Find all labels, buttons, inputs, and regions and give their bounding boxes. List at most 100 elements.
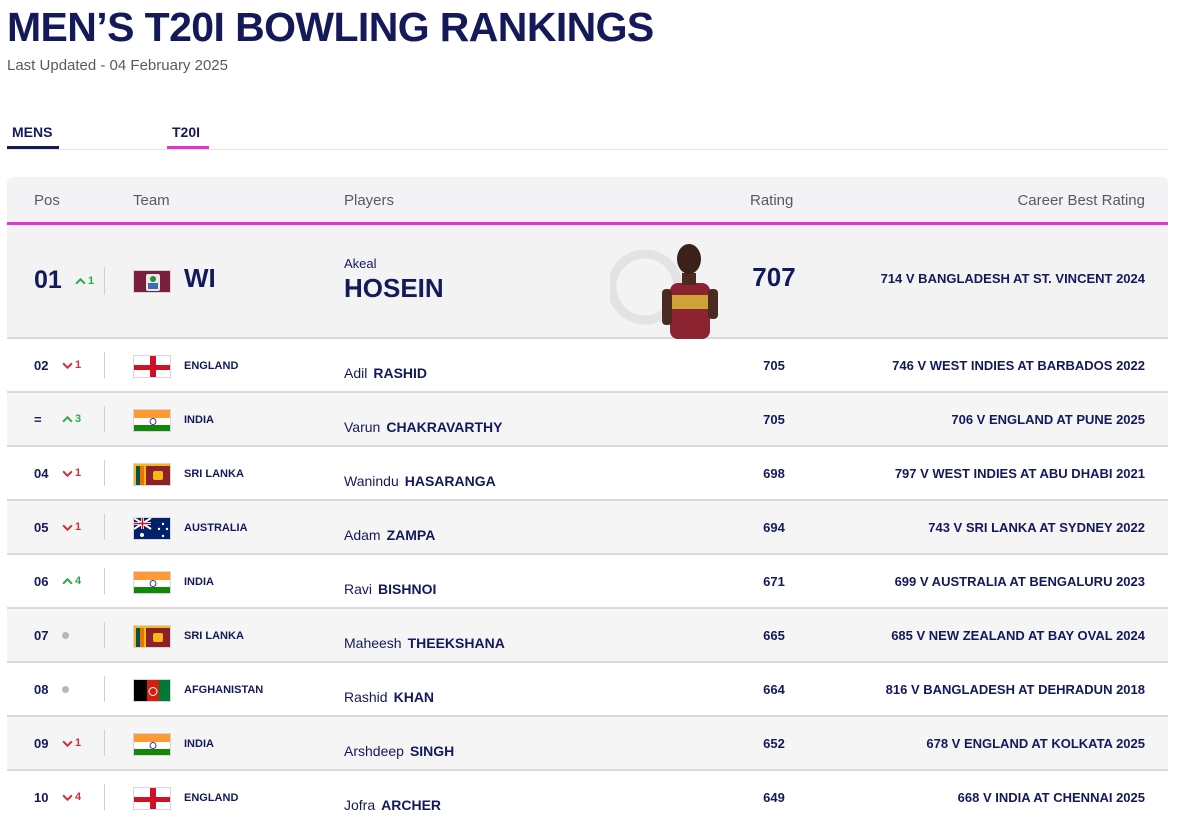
movement-value: 1	[75, 521, 82, 533]
england-flag-icon	[133, 787, 171, 810]
rating: 694	[763, 520, 785, 535]
arrow-up-icon	[62, 577, 73, 584]
career-best-rating: 816 V BANGLADESH AT DEHRADUN 2018	[885, 682, 1145, 697]
player-first-name: Jofra	[344, 797, 376, 813]
player-name[interactable]: Adil RASHID	[344, 365, 427, 381]
rating: 707	[752, 262, 796, 292]
movement-indicator: 1	[75, 275, 94, 287]
position: 02	[34, 358, 49, 373]
player-name[interactable]: Maheesh THEEKSHANA	[344, 635, 505, 651]
movement-indicator: 1	[62, 737, 81, 749]
india-flag-icon	[133, 571, 171, 594]
table-row[interactable]: 08 AFGHANISTAN Rashid KHAN 664 816 V BANGLADE…	[7, 663, 1168, 717]
player-name[interactable]: Rashid KHAN	[344, 689, 434, 705]
player-first-name: Rashid	[344, 689, 388, 705]
divider	[104, 784, 105, 810]
career-best-rating: 678 V ENGLAND AT KOLKATA 2025	[926, 736, 1145, 751]
player-first-name: Wanindu	[344, 473, 399, 489]
player-name[interactable]: Ravi BISHNOI	[344, 581, 436, 597]
player-photo	[610, 244, 718, 339]
rating: 705	[763, 358, 785, 373]
movement-indicator: 4	[62, 791, 81, 803]
tab-mens[interactable]: MENS	[7, 122, 59, 149]
position: =	[34, 412, 42, 427]
rating: 652	[763, 736, 785, 751]
movement-value: 4	[75, 575, 82, 587]
career-best-rating: 668 V INDIA AT CHENNAI 2025	[957, 790, 1145, 805]
career-best-rating: 699 V AUSTRALIA AT BENGALURU 2023	[894, 574, 1145, 589]
movement-indicator: 4	[62, 575, 81, 587]
player-last-name: THEEKSHANA	[407, 635, 505, 651]
position: 04	[34, 466, 49, 481]
tab-bar: MENS T20I	[7, 122, 1168, 150]
player-last-name: KHAN	[393, 689, 435, 705]
movement-value: 1	[75, 467, 82, 479]
team-name: ENGLAND	[184, 792, 239, 804]
divider	[104, 676, 105, 702]
movement-value: 1	[75, 737, 82, 749]
player-last-name: ZAMPA	[386, 527, 436, 543]
table-row[interactable]: 09 1 INDIA Arshdeep SINGH 652 678 V ENGLAND AT…	[7, 717, 1168, 771]
position: 09	[34, 736, 49, 751]
career-best-rating: 685 V NEW ZEALAND AT BAY OVAL 2024	[891, 628, 1145, 643]
sri-lanka-flag-icon	[133, 463, 171, 486]
player-name[interactable]: Varun CHAKRAVARTHY	[344, 419, 502, 435]
rating: 649	[763, 790, 785, 805]
player-first-name: Adam	[344, 527, 381, 543]
arrow-down-icon	[62, 740, 73, 747]
page-title: MEN’S T20I BOWLING RANKINGS	[7, 4, 654, 50]
career-best-rating: 714 V BANGLADESH AT ST. VINCENT 2024	[880, 271, 1145, 286]
table-row-top[interactable]: 01 1 WI Akeal HOSEIN 707 714 V BA	[7, 225, 1168, 339]
divider	[104, 406, 105, 432]
table-row[interactable]: 05 1 AUSTRALIA Adam ZAMPA 694 743 V SRI LANKA …	[7, 501, 1168, 555]
west-indies-flag-icon	[133, 270, 171, 293]
movement-indicator: 3	[62, 413, 81, 425]
player-last-name: HASARANGA	[404, 473, 496, 489]
player-first-name: Akeal	[344, 256, 377, 271]
arrow-up-icon	[75, 277, 86, 284]
table-header: Pos Team Players Rating Career Best Rati…	[7, 177, 1168, 225]
team-name: AFGHANISTAN	[184, 684, 264, 696]
player-name[interactable]: Wanindu HASARANGA	[344, 473, 496, 489]
player-name[interactable]: Adam ZAMPA	[344, 527, 435, 543]
table-row[interactable]: 06 4 INDIA Ravi BISHNOI 671 699 V AUSTRALIA AT…	[7, 555, 1168, 609]
player-last-name: BISHNOI	[378, 581, 437, 597]
england-flag-icon	[133, 355, 171, 378]
divider	[104, 267, 105, 295]
position: 07	[34, 628, 49, 643]
divider	[104, 460, 105, 486]
team-name: INDIA	[184, 738, 214, 750]
afghanistan-flag-icon	[133, 679, 171, 702]
position: 08	[34, 682, 49, 697]
header-players: Players	[344, 192, 395, 209]
player-name[interactable]: Jofra ARCHER	[344, 797, 441, 813]
table-row[interactable]: 04 1 SRI LANKA Wanindu HASARANGA 698 797 V WES…	[7, 447, 1168, 501]
table-row[interactable]: 10 4 ENGLAND Jofra ARCHER 649 668 V INDIA AT C…	[7, 771, 1168, 821]
divider	[104, 352, 105, 378]
arrow-up-icon	[62, 415, 73, 422]
tab-t20i[interactable]: T20I	[167, 122, 209, 149]
rating: 664	[763, 682, 785, 697]
player-last-name: RASHID	[373, 365, 428, 381]
player-first-name: Maheesh	[344, 635, 402, 651]
header-team: Team	[133, 192, 170, 209]
player-name[interactable]: Arshdeep SINGH	[344, 743, 454, 759]
career-best-rating: 746 V WEST INDIES AT BARBADOS 2022	[892, 358, 1145, 373]
no-change-dot-icon	[62, 686, 69, 693]
rating: 698	[763, 466, 785, 481]
arrow-down-icon	[62, 524, 73, 531]
divider	[104, 568, 105, 594]
player-last-name[interactable]: HOSEIN	[344, 273, 444, 303]
team-name: SRI LANKA	[184, 468, 244, 480]
table-row[interactable]: 07 SRI LANKA Maheesh THEEKSHANA 665 685 V NEW…	[7, 609, 1168, 663]
table-row[interactable]: 02 1 ENGLAND Adil RASHID 705 746 V WEST INDIES…	[7, 339, 1168, 393]
table-row[interactable]: = 3 INDIA Varun CHAKRAVARTHY 705 706 V ENGLAND…	[7, 393, 1168, 447]
rating: 671	[763, 574, 785, 589]
team-code: WI	[184, 263, 216, 293]
team-name: INDIA	[184, 414, 214, 426]
arrow-down-icon	[62, 362, 73, 369]
last-updated: Last Updated - 04 February 2025	[7, 57, 228, 74]
position: 01	[34, 266, 62, 294]
player-first-name: Adil	[344, 365, 368, 381]
movement-value: 3	[75, 413, 82, 425]
